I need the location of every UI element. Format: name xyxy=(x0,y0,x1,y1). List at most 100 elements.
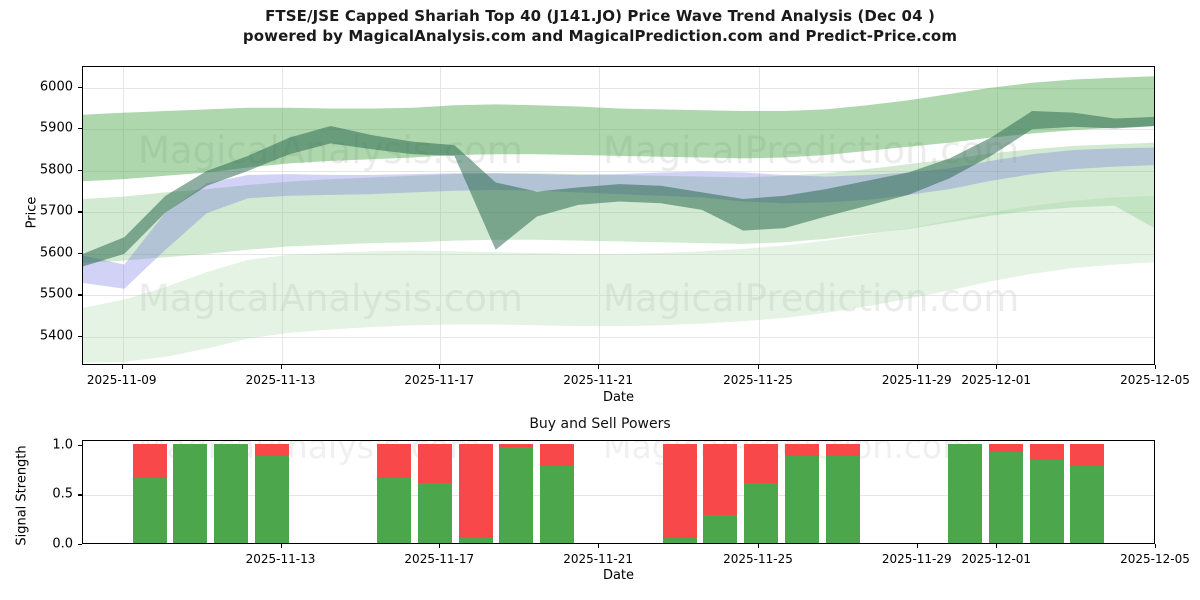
price-y-tick-label: 6000 xyxy=(39,79,73,95)
price-y-tick-label: 5600 xyxy=(39,245,73,261)
price-x-tick-label: 2025-11-13 xyxy=(245,373,316,387)
buy-power-segment xyxy=(825,455,860,543)
signal-x-tickmark xyxy=(280,544,282,548)
sell-power-segment xyxy=(132,443,167,478)
wave-band-lower-pale-green-band xyxy=(83,195,1154,363)
signal-x-tickmark xyxy=(757,544,760,548)
signal-bar[interactable] xyxy=(744,443,779,543)
price-vertical-gridline xyxy=(599,67,601,364)
price-wave-chart-axes: MagicalAnalysis.com MagicalPrediction.com… xyxy=(82,66,1155,365)
price-vertical-gridline xyxy=(440,67,442,364)
signal-bar[interactable] xyxy=(173,443,208,543)
signal-bar[interactable] xyxy=(825,443,860,543)
price-plot-area: MagicalAnalysis.com MagicalPrediction.com… xyxy=(83,67,1154,364)
signal-x-tick-label: 2025-11-17 xyxy=(404,552,475,566)
signal-y-tick-label: 0.0 xyxy=(52,536,73,552)
wave-band-upper-green-band xyxy=(83,76,1154,182)
price-vertical-gridline xyxy=(917,67,919,364)
title-line-2: powered by MagicalAnalysis.com and Magic… xyxy=(242,27,958,45)
sell-power-segment xyxy=(744,443,779,483)
sell-power-segment xyxy=(784,443,819,456)
price-x-tickmark xyxy=(121,365,123,369)
price-gridline xyxy=(83,129,1154,131)
signal-x-tickmark xyxy=(996,544,998,548)
price-x-tick-label: 2025-11-21 xyxy=(563,373,633,387)
buy-power-segment xyxy=(132,477,167,543)
signal-bar[interactable] xyxy=(254,443,289,543)
price-y-tick-label: 5900 xyxy=(39,120,73,136)
signal-bar[interactable] xyxy=(784,443,819,543)
sell-power-segment xyxy=(1070,443,1105,466)
price-wave-bands xyxy=(83,76,1154,363)
buy-power-segment xyxy=(173,443,208,543)
signal-bar[interactable] xyxy=(132,443,167,543)
signal-x-tickmark xyxy=(439,544,441,548)
signal-y-tickmark xyxy=(78,494,82,496)
price-y-tickmark xyxy=(78,128,82,130)
buy-power-segment xyxy=(744,482,779,543)
sell-power-segment xyxy=(988,443,1023,452)
signal-bar[interactable] xyxy=(458,443,493,543)
price-gridline xyxy=(83,87,1154,89)
price-x-tickmark xyxy=(1155,365,1157,369)
buy-power-segment xyxy=(662,538,697,543)
buy-power-segment xyxy=(1029,459,1064,543)
signal-gridline xyxy=(83,495,1154,497)
price-y-tickmark xyxy=(78,169,82,171)
sell-power-segment xyxy=(825,443,860,456)
sell-power-segment xyxy=(254,443,289,456)
buy-power-segment xyxy=(703,515,738,543)
buy-sell-subplot-title: Buy and Sell Powers xyxy=(529,416,671,432)
signal-bar[interactable] xyxy=(417,443,452,543)
signal-bar[interactable] xyxy=(214,443,249,543)
wave-band-dark-trend-band xyxy=(83,111,1154,267)
sell-power-segment xyxy=(540,443,575,466)
price-gridline xyxy=(83,170,1154,172)
signal-y-tickmark xyxy=(78,544,82,546)
price-y-tick-label: 5400 xyxy=(39,328,73,344)
signal-bar[interactable] xyxy=(988,443,1023,543)
buy-power-segment xyxy=(458,537,493,543)
price-x-tick-label: 2025-12-01 xyxy=(961,373,1032,387)
signal-bar[interactable] xyxy=(377,443,412,543)
price-x-tick-label: 2025-11-29 xyxy=(881,373,952,387)
price-x-tick-label: 2025-12-05 xyxy=(1120,373,1190,387)
price-y-tick-label: 5500 xyxy=(39,286,73,302)
signal-x-tick-label: 2025-12-05 xyxy=(1120,552,1190,566)
signal-x-tick-label: 2025-12-01 xyxy=(961,552,1032,566)
signal-bar[interactable] xyxy=(540,443,575,543)
price-x-tickmark xyxy=(598,365,600,369)
signal-bar[interactable] xyxy=(499,443,534,543)
buy-power-segment xyxy=(948,443,982,543)
price-vertical-gridline xyxy=(122,67,124,364)
buy-power-segment xyxy=(499,446,534,543)
price-y-tickmark xyxy=(78,211,82,213)
signal-bar[interactable] xyxy=(1070,443,1105,543)
buy-power-segment xyxy=(417,482,452,543)
signal-bar[interactable] xyxy=(662,443,697,543)
signal-bar[interactable] xyxy=(948,443,982,543)
signal-bar[interactable] xyxy=(703,443,738,543)
buy-power-segment xyxy=(377,477,412,543)
price-y-tickmark xyxy=(78,86,82,88)
price-gridline xyxy=(83,253,1154,255)
sell-power-segment xyxy=(417,443,452,483)
sell-power-segment xyxy=(703,443,738,516)
price-y-tick-label: 5800 xyxy=(39,162,73,178)
signal-x-tick-label: 2025-11-21 xyxy=(563,552,633,566)
signal-bar[interactable] xyxy=(1029,443,1064,543)
price-y-tickmark xyxy=(78,252,82,255)
price-y-axis-title: Price xyxy=(24,196,40,229)
signal-y-tick-label: 1.0 xyxy=(52,437,73,453)
signal-x-tickmark xyxy=(916,544,918,548)
price-x-tick-label: 2025-11-17 xyxy=(404,373,475,387)
price-x-tick-label: 2025-11-09 xyxy=(86,373,157,387)
price-x-tick-label: 2025-11-25 xyxy=(723,373,793,387)
sell-power-segment xyxy=(1029,443,1064,460)
price-x-tickmark xyxy=(757,365,760,369)
sell-power-segment xyxy=(499,443,534,447)
signal-strength-y-axis-title: Signal Strength xyxy=(14,445,30,546)
buy-power-segment xyxy=(540,465,575,543)
